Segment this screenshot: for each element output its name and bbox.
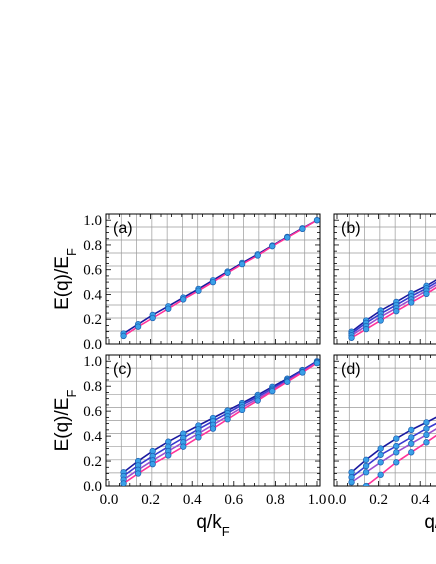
y-tick-label: 0.4 (83, 429, 102, 445)
data-point (393, 435, 400, 442)
y-tick-label: 0.0 (83, 337, 102, 353)
x-axis-label: q/kF (196, 512, 229, 539)
data-point (377, 471, 384, 478)
y-tick-label: 0.6 (83, 263, 102, 279)
data-point (362, 325, 370, 333)
data-point (423, 425, 430, 432)
panel-a: 0.0 0.2 0.4 0.6 0.8 1.0 (a) E(q)/EF (52, 213, 321, 353)
y-tick-label: 0.0 (83, 479, 102, 495)
panel-b: (b) (333, 213, 436, 345)
data-point (348, 479, 355, 486)
data-point (284, 378, 291, 385)
data-point (195, 434, 202, 441)
data-point (254, 252, 261, 259)
data-point (209, 425, 217, 432)
data-point (377, 317, 384, 324)
y-tick-label: 0.2 (83, 454, 102, 470)
data-point (423, 290, 430, 298)
data-point (120, 480, 127, 486)
data-point (377, 445, 384, 452)
x-tick-label: 0.4 (411, 492, 430, 508)
data-point (238, 406, 246, 414)
data-point (149, 461, 156, 468)
data-point (348, 334, 355, 341)
data-point (269, 388, 276, 395)
x-tick-label: 0.0 (100, 492, 119, 508)
y-tick-label: 1.0 (83, 354, 102, 370)
x-tick-label: 0.8 (266, 492, 285, 508)
panel-label: (a) (113, 220, 133, 237)
data-point (180, 296, 187, 303)
x-tick-label: 0.6 (224, 492, 243, 508)
data-point (254, 397, 261, 404)
data-point (408, 299, 415, 306)
y-tick-label: 0.2 (83, 312, 102, 328)
data-point (408, 440, 415, 447)
series-group (120, 358, 320, 486)
y-axis-label: E(q)/EF (52, 248, 79, 310)
plot-frame (333, 354, 436, 487)
data-point (299, 225, 306, 233)
y-tick-label: 1.0 (83, 213, 102, 229)
data-point (377, 459, 384, 466)
data-point (299, 369, 306, 376)
data-point (393, 459, 400, 466)
data-point (209, 278, 217, 286)
series-group (348, 279, 436, 341)
data-point (393, 442, 400, 450)
x-tick-label: 0.0 (328, 492, 347, 508)
panel-c: 0.0 0.2 0.4 0.6 0.8 1.0 0.0 0.2 0.4 0.6 0.8 1.0 (c) E… (52, 354, 326, 538)
y-axis-label: E(q)/EF (52, 390, 79, 452)
panel-label: (b) (341, 220, 361, 237)
data-point (195, 287, 202, 294)
series-group (120, 217, 320, 340)
y-tick-label: 0.6 (83, 404, 102, 420)
data-point (362, 469, 370, 476)
ticks (106, 355, 320, 487)
data-point (377, 451, 384, 458)
data-point (423, 419, 430, 426)
data-point (134, 470, 142, 477)
y-tick-label: 0.4 (83, 287, 102, 303)
data-point (269, 243, 276, 250)
data-point (120, 332, 127, 340)
ticks (334, 214, 432, 345)
x-axis-label: q/kF (424, 512, 436, 539)
data-point (149, 314, 156, 322)
data-point (393, 308, 400, 315)
data-point (408, 449, 415, 456)
data-point (313, 359, 320, 367)
data-point (224, 416, 231, 423)
data-point (362, 462, 370, 470)
x-tick-label: 0.2 (141, 492, 160, 508)
data-point (165, 452, 172, 459)
data-point (423, 431, 430, 438)
y-tick-label: 0.8 (83, 379, 102, 395)
data-point (362, 482, 370, 486)
data-point (134, 323, 142, 330)
plot-frame (333, 213, 436, 345)
data-point (362, 456, 370, 463)
ticks (106, 214, 320, 345)
panel-label: (c) (113, 361, 132, 378)
x-tick-label: 0.2 (369, 492, 388, 508)
series-group (348, 416, 436, 486)
data-point (238, 260, 246, 268)
data-point (408, 434, 415, 441)
ticks (334, 355, 432, 487)
panel-d: 0.0 0.2 0.4 (d) q/kF (328, 354, 436, 539)
data-point (313, 217, 320, 224)
data-point (180, 443, 187, 450)
data-point (423, 439, 430, 446)
data-point (408, 426, 415, 434)
panel-label: (d) (341, 361, 361, 378)
y-tick-label: 0.8 (83, 238, 102, 254)
x-tick-label: 1.0 (308, 492, 327, 508)
data-point (224, 269, 231, 276)
data-point (393, 449, 400, 456)
data-point (165, 305, 172, 312)
data-point (284, 234, 291, 241)
x-tick-label: 0.4 (183, 492, 202, 508)
